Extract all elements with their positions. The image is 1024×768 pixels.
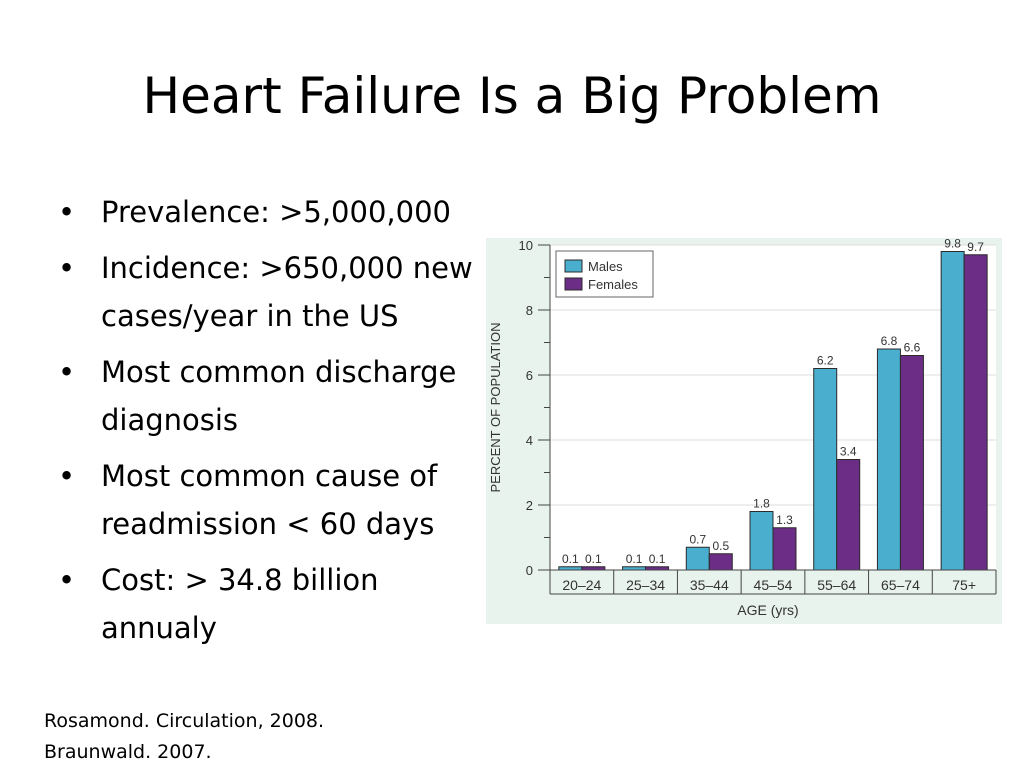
bar-males — [813, 368, 838, 571]
y-axis-label: PERCENT OF POPULATION — [488, 323, 503, 493]
y-tick-label: 4 — [526, 433, 533, 448]
y-tick-label: 8 — [526, 303, 533, 318]
bar-females — [963, 254, 988, 571]
slide-title: Heart Failure Is a Big Problem — [142, 67, 882, 125]
bar-males — [685, 546, 710, 571]
data-label: 0.1 — [585, 552, 602, 566]
x-tick-label: 55–64 — [817, 577, 856, 593]
data-label: 9.8 — [944, 238, 961, 251]
x-tick-label: 75+ — [952, 577, 976, 593]
legend-label: Females — [588, 277, 638, 292]
legend-swatch-males — [564, 259, 583, 273]
x-tick-label: 25–34 — [626, 577, 665, 593]
data-label: 0.1 — [626, 552, 643, 566]
bullet-item: • Prevalence: >5,000,000 — [58, 188, 488, 236]
bullet-icon: • — [58, 251, 76, 285]
reference-line: Rosamond. Circulation, 2008. — [44, 710, 325, 732]
data-label: 1.8 — [753, 497, 770, 511]
bullet-icon: • — [58, 195, 76, 229]
data-label: 6.8 — [881, 334, 898, 348]
bar-females — [836, 459, 861, 571]
data-label: 0.5 — [712, 539, 729, 553]
bar-females — [708, 553, 733, 571]
bar-males — [876, 348, 901, 571]
x-tick-label: 35–44 — [690, 577, 729, 593]
data-label: 0.1 — [649, 552, 666, 566]
bullet-text: Cost: > 34.8 billion annualy — [101, 563, 379, 645]
bar-males — [749, 511, 774, 571]
y-tick-label: 6 — [526, 368, 533, 383]
data-label: 6.2 — [817, 354, 834, 368]
bullet-icon: • — [58, 459, 76, 493]
x-axis-label: AGE (yrs) — [737, 602, 798, 618]
bullet-list: • Prevalence: >5,000,000 • Incidence: >650… — [58, 188, 488, 660]
bar-chart-svg: 0 2 4 6 8 10 PERCENT OF POPULATION 0.1 0.1 20–24 0… — [488, 238, 997, 618]
data-label: 6.6 — [904, 341, 921, 355]
bar-chart: 0 2 4 6 8 10 PERCENT OF POPULATION 0.1 0.1 20–24 0… — [486, 238, 1002, 624]
references: Rosamond. Circulation, 2008. Braunwald. … — [44, 706, 324, 768]
y-tick-label: 2 — [526, 498, 533, 513]
data-label: 0.7 — [689, 532, 706, 546]
bar-females — [899, 355, 924, 571]
data-label: 9.7 — [967, 240, 984, 254]
y-tick-label: 10 — [519, 238, 533, 253]
bullet-icon: • — [58, 355, 76, 389]
data-label: 3.4 — [840, 445, 857, 459]
bar-females — [772, 527, 797, 571]
x-tick-label: 20–24 — [562, 577, 601, 593]
bullet-icon: • — [58, 563, 76, 597]
bullet-text: Incidence: >650,000 new cases/year in th… — [101, 251, 473, 333]
bullet-item: • Most common discharge diagnosis — [58, 348, 488, 444]
data-label: 1.3 — [776, 513, 793, 527]
x-tick-label: 45–54 — [754, 577, 793, 593]
bullet-text: Most common cause of readmission < 60 da… — [101, 459, 438, 541]
y-tick-label: 0 — [526, 563, 533, 578]
bullet-text: Most common discharge diagnosis — [101, 355, 457, 437]
x-tick-label: 65–74 — [881, 577, 920, 593]
reference-line: Braunwald. 2007. — [44, 741, 212, 763]
bullet-item: • Most common cause of readmission < 60 d… — [58, 452, 488, 548]
data-label: 0.1 — [562, 552, 579, 566]
bullet-item: • Cost: > 34.8 billion annualy — [58, 556, 488, 652]
bar-males — [940, 251, 965, 571]
legend-label: Males — [588, 259, 623, 274]
legend-swatch-females — [564, 277, 583, 291]
bullet-text: Prevalence: >5,000,000 — [101, 195, 451, 229]
bullet-item: • Incidence: >650,000 new cases/year in t… — [58, 244, 488, 340]
